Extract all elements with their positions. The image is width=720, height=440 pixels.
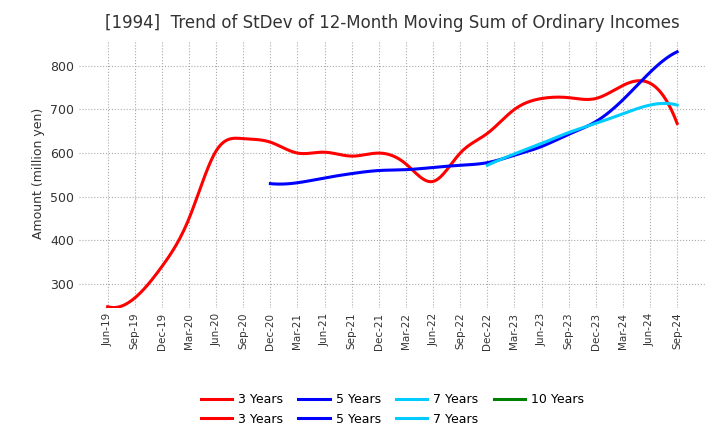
Title: [1994]  Trend of StDev of 12-Month Moving Sum of Ordinary Incomes: [1994] Trend of StDev of 12-Month Moving… — [105, 15, 680, 33]
Line: 7 Years: 7 Years — [487, 103, 677, 165]
5 Years — [267, 181, 276, 187]
5 Years — [636, 79, 644, 84]
Legend: 3 Years, 3 Years, 5 Years, 5 Years, 7 Years, 7 Years, 10 Years: 3 Years, 3 Years, 5 Years, 5 Years, 7 Ye… — [196, 389, 589, 431]
7 Years — [643, 103, 652, 108]
3 Years — [444, 165, 453, 170]
7 Years — [595, 119, 604, 125]
5 Years — [276, 181, 284, 187]
3 Years — [621, 81, 630, 87]
7 Years — [484, 162, 492, 168]
5 Years — [516, 151, 525, 156]
5 Years — [672, 49, 681, 55]
3 Years — [442, 167, 451, 172]
Y-axis label: Amount (million yen): Amount (million yen) — [32, 108, 45, 239]
5 Years — [508, 153, 517, 158]
7 Years — [655, 101, 664, 106]
5 Years — [510, 153, 518, 158]
3 Years — [585, 97, 594, 102]
3 Years — [105, 304, 114, 310]
3 Years — [104, 304, 112, 309]
Line: 5 Years: 5 Years — [271, 52, 677, 184]
3 Years — [672, 121, 681, 126]
3 Years — [454, 153, 462, 158]
7 Years — [660, 101, 669, 106]
Line: 3 Years: 3 Years — [108, 81, 677, 308]
5 Years — [611, 105, 619, 110]
5 Years — [266, 181, 275, 186]
3 Years — [109, 305, 117, 310]
7 Years — [672, 103, 681, 108]
3 Years — [635, 78, 644, 83]
7 Years — [483, 163, 492, 168]
7 Years — [596, 119, 605, 125]
7 Years — [599, 118, 608, 123]
